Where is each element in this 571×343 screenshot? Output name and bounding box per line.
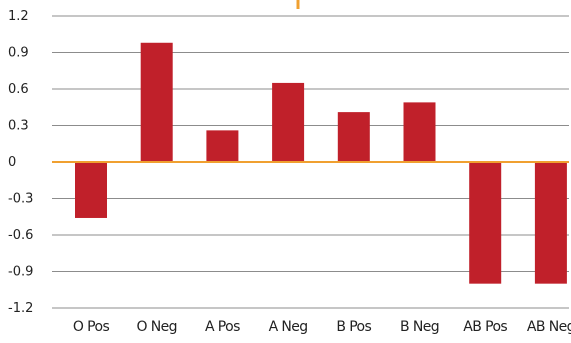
y-axis-tick-labels: 1.2 0.9 0.6 0.3 0 -0.3 -0.6 -0.9 -1.2 <box>8 9 33 316</box>
bars <box>75 42 567 284</box>
x-category-label: O Pos <box>73 319 110 335</box>
x-category-label: AB Neg <box>527 319 571 335</box>
y-tick-label: 1.2 <box>8 9 29 24</box>
bar <box>403 102 436 162</box>
y-tick-label: -0.9 <box>8 265 33 280</box>
y-tick-label: -0.3 <box>8 192 33 207</box>
y-tick-label: 0 <box>8 155 16 170</box>
y-tick-label: 0.9 <box>8 46 29 61</box>
x-category-label: O Neg <box>136 319 176 335</box>
bar <box>206 130 239 162</box>
bar <box>140 42 173 163</box>
x-category-label: AB Pos <box>463 319 507 335</box>
bar <box>534 162 567 284</box>
x-category-label: A Neg <box>269 319 308 335</box>
y-tick-label: 0.3 <box>8 119 29 134</box>
bar <box>337 112 370 162</box>
y-tick-label: -0.6 <box>8 228 33 243</box>
x-category-label: B Pos <box>336 319 371 335</box>
x-category-label: A Pos <box>205 319 240 335</box>
x-category-label: B Neg <box>400 319 439 335</box>
bar <box>75 162 107 218</box>
x-axis-category-labels: O Pos O Neg A Pos A Neg B Pos B Neg AB Pos AB N… <box>73 319 571 335</box>
zero-line <box>52 0 569 163</box>
bar <box>469 162 502 284</box>
bar <box>272 82 305 162</box>
y-tick-label: -1.2 <box>8 301 33 316</box>
gridlines <box>52 15 569 309</box>
y-tick-label: 0.6 <box>8 82 29 97</box>
